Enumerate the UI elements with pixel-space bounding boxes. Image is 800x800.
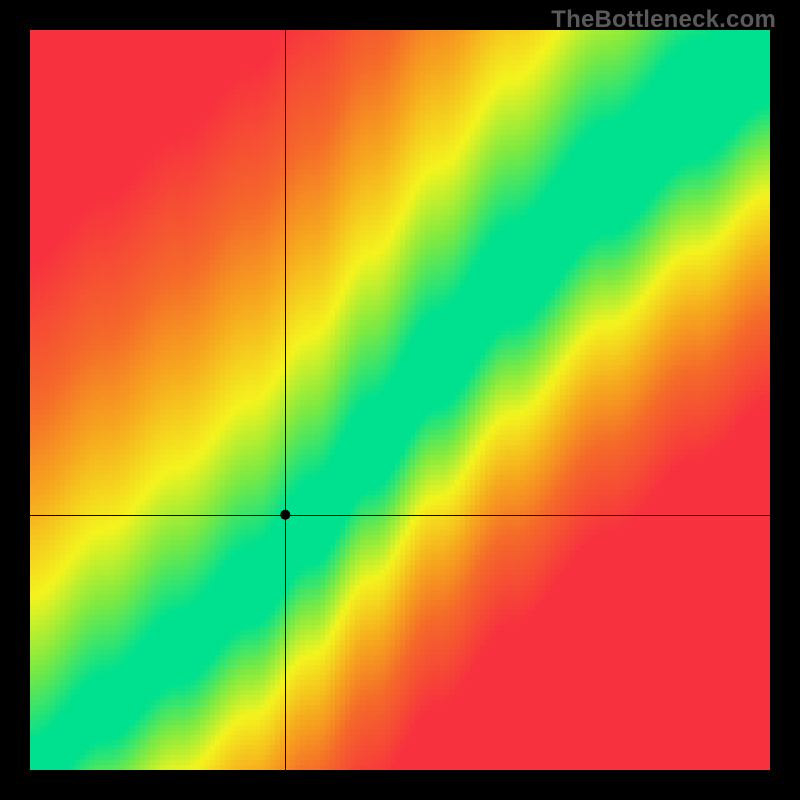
bottleneck-heatmap <box>30 30 770 770</box>
